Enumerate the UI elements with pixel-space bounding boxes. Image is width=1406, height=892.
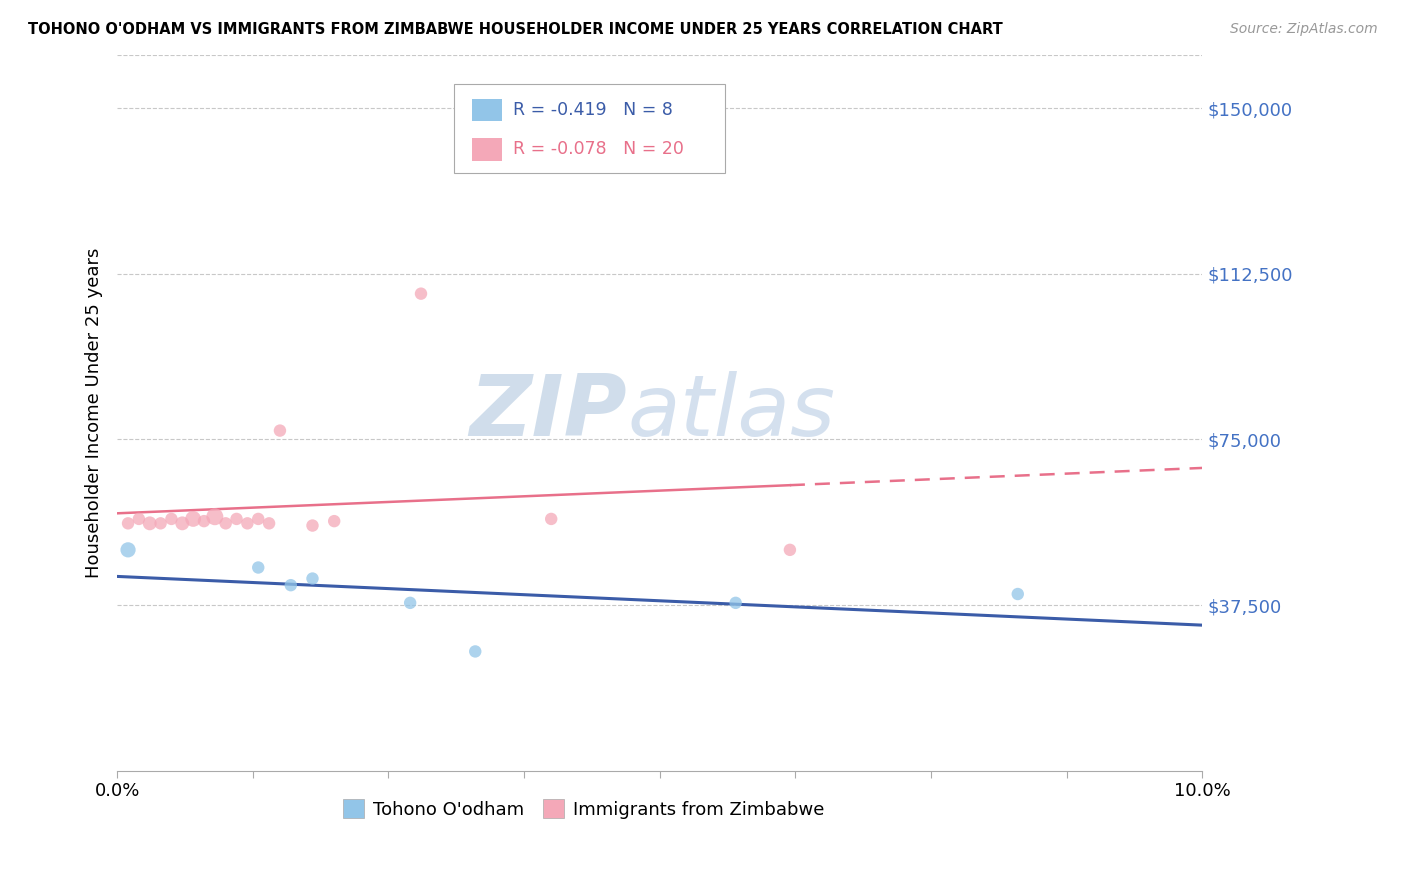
Point	[117, 516, 139, 531]
Point	[247, 512, 270, 526]
Y-axis label: Householder Income Under 25 years: Householder Income Under 25 years	[86, 248, 103, 578]
Text: R = -0.419   N = 8: R = -0.419 N = 8	[513, 101, 673, 119]
Point	[128, 512, 150, 526]
Point	[139, 516, 162, 531]
Point	[172, 516, 194, 531]
Point	[236, 516, 259, 531]
Point	[181, 512, 204, 526]
Point	[409, 286, 432, 301]
Point	[269, 424, 291, 438]
Point	[724, 596, 747, 610]
Point	[540, 512, 562, 526]
FancyBboxPatch shape	[454, 84, 725, 173]
Point	[301, 572, 323, 586]
FancyBboxPatch shape	[472, 98, 502, 121]
Text: atlas: atlas	[627, 371, 835, 454]
Point	[215, 516, 238, 531]
Point	[225, 512, 247, 526]
Point	[204, 509, 226, 524]
Point	[779, 542, 801, 557]
Point	[1007, 587, 1029, 601]
Legend: Tohono O'odham, Immigrants from Zimbabwe: Tohono O'odham, Immigrants from Zimbabwe	[336, 792, 832, 826]
Point	[301, 518, 323, 533]
Point	[117, 542, 139, 557]
Text: TOHONO O'ODHAM VS IMMIGRANTS FROM ZIMBABWE HOUSEHOLDER INCOME UNDER 25 YEARS COR: TOHONO O'ODHAM VS IMMIGRANTS FROM ZIMBAB…	[28, 22, 1002, 37]
Text: Source: ZipAtlas.com: Source: ZipAtlas.com	[1230, 22, 1378, 37]
Point	[193, 514, 215, 528]
Point	[464, 644, 486, 658]
Point	[399, 596, 422, 610]
Point	[160, 512, 183, 526]
Text: R = -0.078   N = 20: R = -0.078 N = 20	[513, 140, 685, 158]
Point	[257, 516, 280, 531]
FancyBboxPatch shape	[472, 137, 502, 161]
Text: ZIP: ZIP	[470, 371, 627, 454]
Point	[247, 560, 270, 574]
Point	[149, 516, 172, 531]
Point	[280, 578, 302, 592]
Point	[323, 514, 346, 528]
